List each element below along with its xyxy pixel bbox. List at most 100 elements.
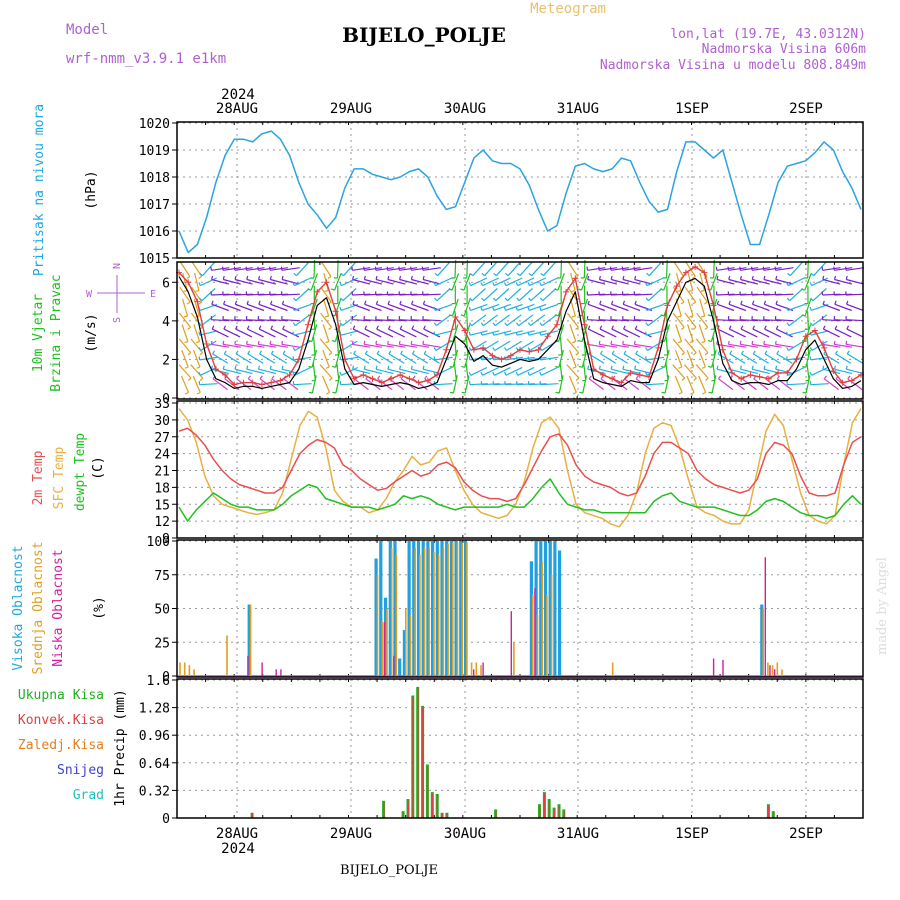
convective-precip-bar [251, 812, 253, 818]
wind-barb-flag [492, 356, 495, 361]
low-cloud-bar [247, 655, 249, 677]
wind-barb-flag [571, 315, 576, 318]
wind-barb [505, 303, 523, 311]
y-tick-label: 0.32 [139, 784, 170, 799]
wind-barb [712, 362, 716, 381]
wind-barb [635, 328, 652, 338]
day-label-top: 28AUG [216, 101, 258, 117]
wind-barb-flag [610, 365, 613, 370]
wind-barb [611, 368, 629, 375]
wind-barb-flag [701, 340, 706, 344]
pressure-ylabel: Pritisak na nivou mora [32, 104, 47, 276]
wind-barb [675, 272, 682, 291]
high-cloud-bar [435, 541, 439, 676]
mid-cloud-bar [409, 615, 412, 677]
wind-barb [672, 312, 685, 328]
wind-barb [846, 267, 864, 271]
wind-barb-flag [575, 326, 579, 330]
wind-barb [293, 303, 312, 311]
wind-barb-flag [281, 300, 285, 305]
wind-barb-flag [622, 300, 626, 305]
wind-barb-flag [634, 275, 637, 280]
wind-barb [470, 303, 488, 311]
wind-barb-flag [700, 289, 705, 292]
wind-barb-flag [461, 365, 466, 368]
convective-precip-bar [441, 813, 443, 818]
wind-barb-flag [752, 325, 755, 330]
wind-barb [569, 324, 577, 342]
wind-barb-flag [599, 350, 603, 355]
wind-barb [190, 364, 204, 379]
wind-barb [434, 383, 453, 386]
mid-cloud-bar [546, 595, 548, 676]
wind-barb-flag [222, 275, 225, 280]
wind-barb [411, 328, 429, 338]
wind-barb [399, 368, 418, 375]
wind-barb-flag [715, 266, 718, 271]
wind-gust-marker [185, 279, 192, 286]
wind-barb-flag [846, 300, 849, 305]
wind-gust-marker [692, 263, 699, 270]
wind-barb [246, 267, 265, 271]
wind-barb [223, 267, 241, 271]
wind-barb [411, 267, 430, 271]
wind-barb [199, 383, 218, 386]
wind-barb [528, 303, 547, 311]
wind-barb-flag [281, 340, 283, 345]
wind-barb-flag [751, 275, 754, 280]
wind-barb [664, 375, 670, 394]
wind-barb [588, 328, 605, 338]
wind-gust-marker [415, 379, 422, 386]
wind-barb [823, 328, 840, 338]
wind-barb [469, 383, 488, 386]
high-cloud-bar [459, 541, 463, 676]
wind-barb-flag [689, 315, 694, 318]
wind-barb [400, 353, 417, 364]
wind-barb [389, 378, 405, 391]
wind-barb [352, 303, 371, 312]
wind-barb-flag [364, 325, 368, 330]
wind-barb-flag [398, 340, 401, 345]
wind-barb [804, 298, 812, 317]
wind-barb [463, 298, 471, 317]
precip-legend-freezing: Zaledj.Kisa [18, 738, 104, 753]
wind-barb [223, 278, 241, 285]
wind-barb-flag [661, 391, 666, 394]
wind-barb [740, 303, 758, 312]
wind-barb [376, 328, 394, 338]
wind-barb-flag [845, 340, 848, 345]
mid-cloud-bar [249, 604, 252, 676]
wind-barb-flag [281, 365, 284, 370]
wind-barb [352, 368, 371, 375]
wind-barb [752, 328, 770, 338]
t2m-line [178, 427, 862, 503]
wind-barb [465, 362, 469, 381]
wind-barb [834, 328, 852, 338]
wind-barb-flag [809, 371, 813, 376]
wind-barb [810, 356, 829, 361]
wind-barb [340, 330, 359, 336]
wind-barb [752, 278, 770, 285]
wind-barb [610, 343, 629, 348]
wind-barb-flag [701, 315, 705, 318]
mid-cloud-bar [480, 665, 482, 676]
wind-barb-flag [332, 391, 337, 394]
wind-barb [588, 378, 604, 391]
wind-barb-flag [693, 377, 697, 381]
wind-barb [483, 314, 499, 327]
wind-gust-marker [397, 371, 404, 378]
convective-precip-bar [426, 766, 429, 819]
wind-barb [352, 319, 371, 322]
year-bottom: 2024 [221, 841, 255, 857]
wind-barb [399, 328, 417, 338]
wind-barb [387, 343, 406, 348]
wind-barb [751, 319, 771, 322]
wind-barb-flag [823, 375, 827, 380]
wind-barb [753, 378, 769, 391]
wind-gust-marker [682, 269, 689, 276]
wind-barb [412, 353, 429, 364]
temp-unit: (C) [91, 456, 106, 479]
wind-barb [787, 330, 806, 336]
wind-barb [282, 353, 299, 364]
wind-barb-flag [677, 289, 682, 292]
